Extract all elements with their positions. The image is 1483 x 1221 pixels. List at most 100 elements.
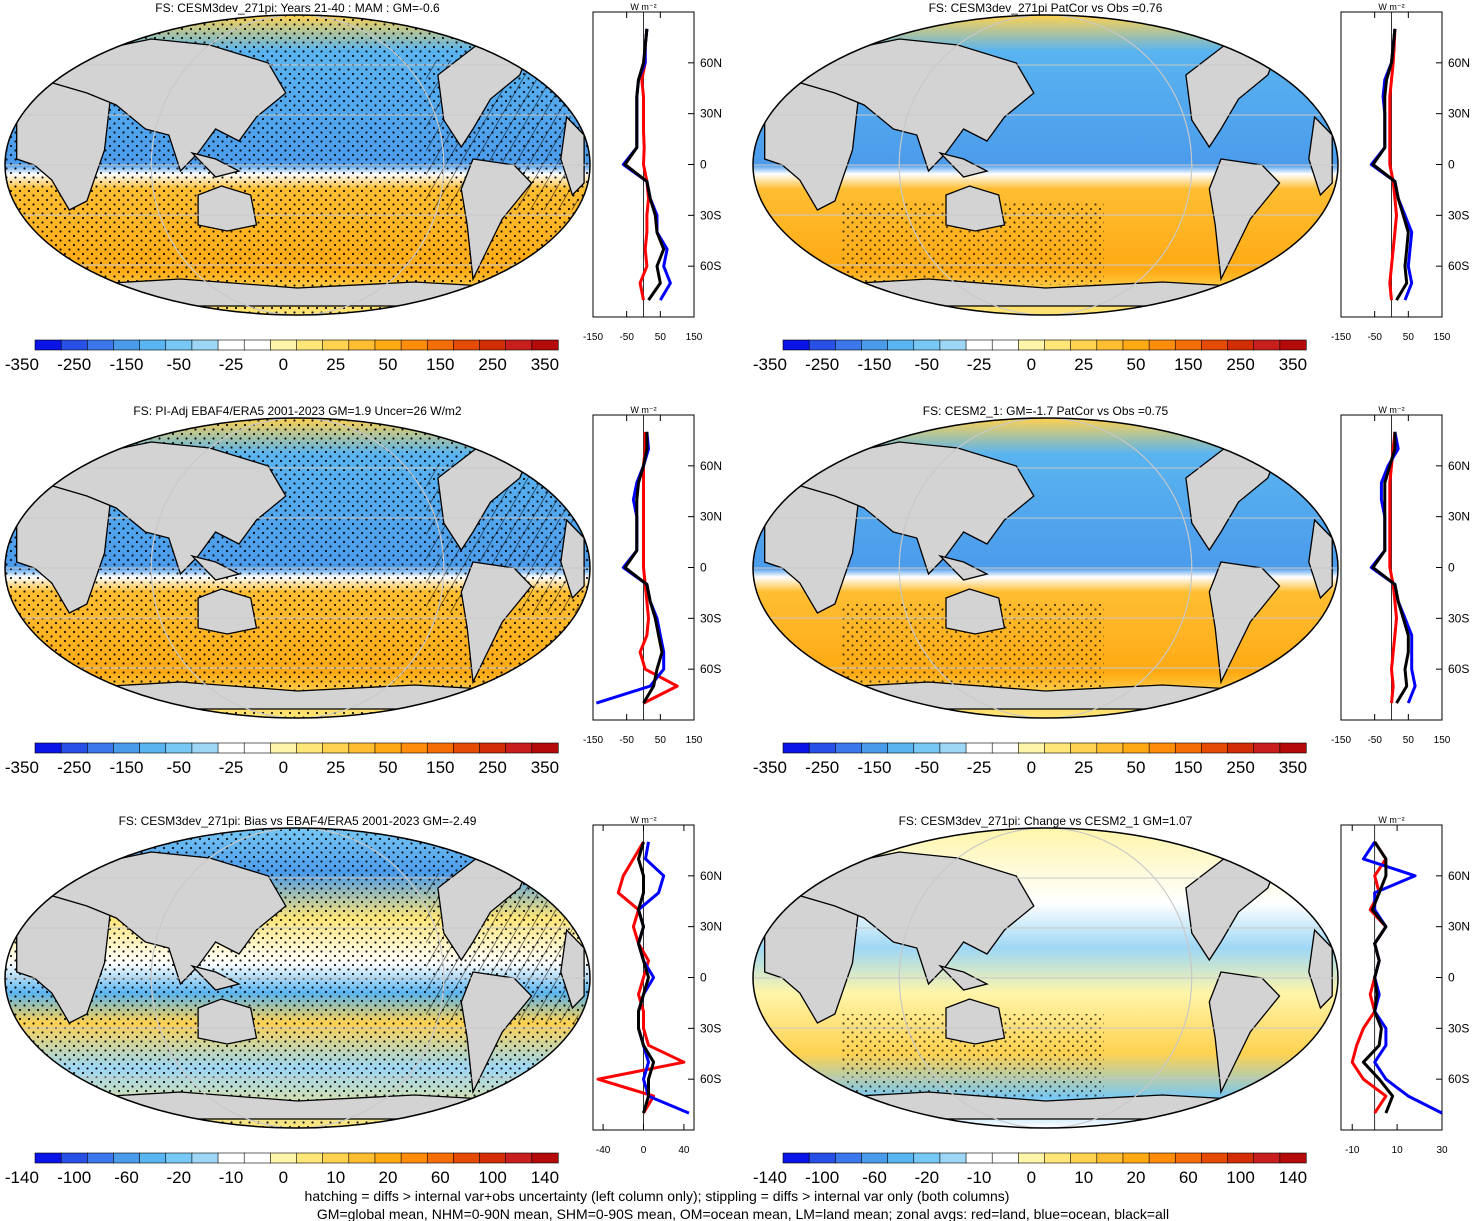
colorbar-label: -140 <box>753 1168 787 1187</box>
colorbar-swatch <box>1201 339 1229 351</box>
land-7 <box>1219 836 1281 865</box>
y-tick-label: 30S <box>700 208 721 222</box>
colorbar-swatch <box>296 742 324 754</box>
colorbar-label: 20 <box>1127 1168 1146 1187</box>
graticule-lon <box>898 418 1193 718</box>
y-tick-label: 30S <box>1448 1021 1469 1035</box>
x-tick-label: 150 <box>686 332 703 343</box>
colorbar-swatch <box>270 339 298 351</box>
colorbar-swatch <box>348 742 376 754</box>
land-7 <box>471 836 533 865</box>
panel-title: FS: CESM3dev_271pi: Bias vs EBAF4/ERA5 2… <box>119 814 477 828</box>
land-6 <box>460 561 533 685</box>
colorbar-swatch <box>34 742 62 754</box>
colorbar-swatch <box>531 742 559 754</box>
colorbar-swatch <box>1201 742 1229 754</box>
map-area <box>753 828 1338 1128</box>
colorbar-label: -25 <box>219 355 244 374</box>
zonal-unit: W m⁻² <box>630 815 656 825</box>
colorbar-swatch <box>322 1152 350 1164</box>
zonal-unit: W m⁻² <box>1378 2 1404 12</box>
y-tick-label: 30N <box>1448 920 1470 934</box>
y-tick-label: 60N <box>1448 869 1470 883</box>
x-tick-label: -50 <box>619 332 634 343</box>
colorbar-label: -250 <box>805 758 839 777</box>
colorbar-label: -250 <box>57 758 91 777</box>
colorbar-swatch <box>165 1152 193 1164</box>
zonal-plot: W m⁻² -10 10 30 60N 30N 0 30S 60S <box>1340 815 1470 1156</box>
colorbar-swatch <box>887 742 915 754</box>
footer-line1: hatching = diffs > internal var+obs unce… <box>305 1188 1010 1204</box>
colorbar-swatch <box>217 339 245 351</box>
colorbar-label: -25 <box>967 355 992 374</box>
colorbar-swatch <box>374 742 402 754</box>
graticule-lon <box>898 15 1193 315</box>
colorbar-swatch <box>400 742 428 754</box>
y-tick-label: 30N <box>700 107 722 121</box>
colorbar-swatch <box>426 339 455 351</box>
colorbar-swatch <box>1201 1152 1229 1164</box>
colorbar-label: -150 <box>109 758 143 777</box>
land-3 <box>945 588 1006 635</box>
colorbar-swatch <box>270 1152 298 1164</box>
colorbar-label: -60 <box>862 1168 887 1187</box>
panel-2: FS: CESM3dev_271pi PatCor vs Obs =0.76 -3… <box>752 1 1470 374</box>
land-6 <box>1208 971 1281 1095</box>
colorbar-label: -350 <box>5 355 39 374</box>
colorbar-swatch <box>217 742 245 754</box>
colorbar-swatch <box>531 1152 559 1164</box>
colorbar-swatch <box>1279 339 1307 351</box>
colorbar-swatch <box>887 1152 915 1164</box>
colorbar-label: -25 <box>219 758 244 777</box>
land-8 <box>1308 518 1333 600</box>
colorbar-label: 250 <box>478 355 506 374</box>
y-tick-label: 30N <box>1448 510 1470 524</box>
zonal-series-1 <box>596 841 686 1114</box>
colorbar-swatch <box>1174 1152 1203 1164</box>
zonal-plot: W m⁻² -40 0 40 60N 30N 0 30S 60S <box>592 815 722 1156</box>
colorbar-swatch <box>1070 1152 1098 1164</box>
y-tick-label: 30N <box>1448 107 1470 121</box>
colorbar-swatch <box>453 1152 481 1164</box>
land-8 <box>560 518 585 600</box>
colorbar-label: 350 <box>531 355 559 374</box>
land-6 <box>460 971 533 1095</box>
land-6 <box>460 158 533 282</box>
colorbar-label: 150 <box>426 355 454 374</box>
y-tick-label: 30S <box>1448 208 1469 222</box>
panel-1: FS: CESM3dev_271pi: Years 21-40 : MAM : … <box>4 1 722 374</box>
zonal-plot: W m⁻² -150 -50 50 150 60N 30N 0 30S 60S <box>1331 2 1470 343</box>
graticule-lon <box>898 828 1193 1128</box>
land-2 <box>44 441 287 576</box>
colorbar-label: 150 <box>1174 758 1202 777</box>
colorbar-label: 0 <box>1027 355 1036 374</box>
colorbar-swatch <box>1070 339 1098 351</box>
colorbar-label: 25 <box>1074 758 1093 777</box>
land-7 <box>471 426 533 455</box>
colorbar-swatch <box>965 1152 993 1164</box>
colorbar-label: 250 <box>478 758 506 777</box>
y-tick-label: 60S <box>1448 662 1469 676</box>
colorbar-swatch <box>87 742 115 754</box>
land-3 <box>197 185 258 232</box>
land-6 <box>1208 158 1281 282</box>
y-tick-label: 30S <box>700 1021 721 1035</box>
colorbar-label: -150 <box>857 758 891 777</box>
colorbar-label: -20 <box>167 1168 192 1187</box>
colorbar-label: -150 <box>857 355 891 374</box>
colorbar-swatch <box>113 1152 141 1164</box>
colorbar-swatch <box>1148 339 1176 351</box>
land-3 <box>945 185 1006 232</box>
colorbar-label: -100 <box>805 1168 839 1187</box>
colorbar-swatch <box>1096 1152 1124 1164</box>
colorbar-label: 60 <box>1179 1168 1198 1187</box>
colorbar-swatch <box>1253 1152 1281 1164</box>
colorbar-swatch <box>1096 742 1124 754</box>
x-tick-label: -150 <box>583 332 603 343</box>
colorbar-label: -60 <box>114 1168 139 1187</box>
colorbar-swatch <box>139 742 167 754</box>
colorbar-swatch <box>782 1152 810 1164</box>
zonal-plot: W m⁻² -150 -50 50 150 60N 30N 0 30S 60S <box>583 405 722 746</box>
x-tick-label: 0 <box>641 1145 647 1156</box>
colorbar-label: 10 <box>326 1168 345 1187</box>
